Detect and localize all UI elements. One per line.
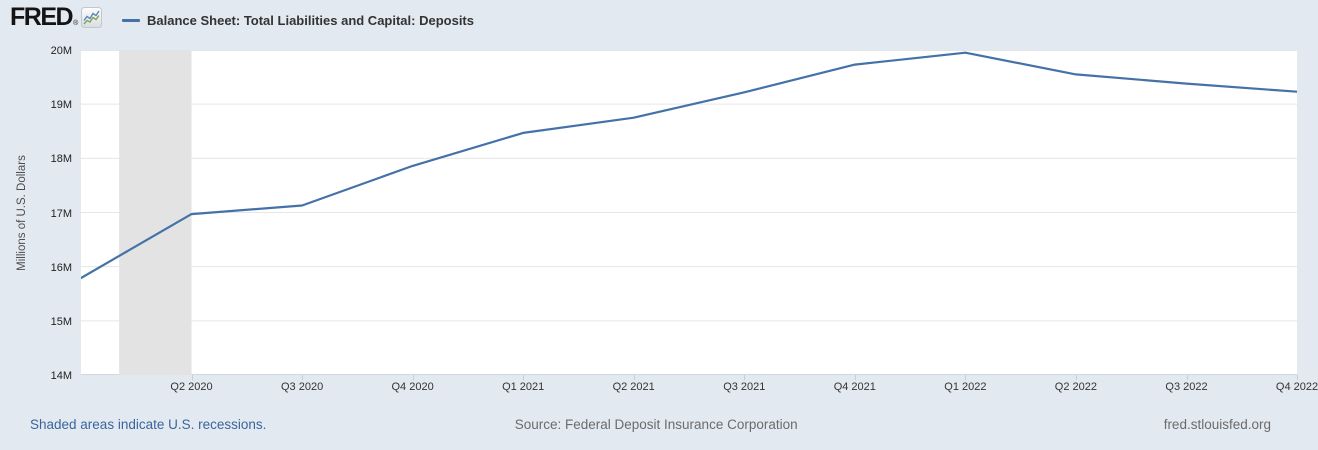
- fred-sparkline-icon: [81, 7, 103, 28]
- y-axis-tick-label: 15M: [50, 315, 72, 328]
- x-axis-tick-label: Q3 2022: [1165, 381, 1208, 393]
- x-axis-tick-mark: [854, 375, 856, 380]
- header: FRED ® Balance Sheet: Total Liabilities …: [0, 0, 1318, 40]
- x-axis-tick-label: Q4 2021: [833, 381, 876, 393]
- x-axis-tick-label: Q2 2022: [1054, 381, 1097, 393]
- x-axis-tick-mark: [744, 375, 746, 380]
- y-axis-tick-label: 19M: [50, 99, 72, 112]
- recessions-note-link[interactable]: Shaded areas indicate U.S. recessions.: [30, 417, 267, 432]
- y-axis-tick-label: 14M: [50, 370, 72, 382]
- line-chart-svg: [81, 50, 1297, 375]
- fred-logo-text[interactable]: FRED: [10, 3, 74, 31]
- y-axis-title: Millions of U.S. Dollars: [16, 155, 28, 271]
- legend: Balance Sheet: Total Liabilities and Cap…: [122, 0, 474, 40]
- x-axis-tick-mark: [633, 375, 635, 380]
- x-axis-tick-mark: [1075, 375, 1077, 380]
- y-axis-tick-label: 18M: [50, 153, 72, 166]
- x-axis-tick-mark: [302, 375, 304, 380]
- fred-site-link[interactable]: fred.stlouisfed.org: [1163, 417, 1271, 432]
- chart-plot-area[interactable]: [81, 50, 1297, 375]
- fred-logo[interactable]: FRED ®: [10, 3, 103, 31]
- x-axis-tick-label: Q3 2021: [723, 381, 766, 393]
- x-axis-tick-label: Q1 2022: [944, 381, 987, 393]
- x-axis-tick-label: Q2 2021: [612, 381, 655, 393]
- x-axis-tick-mark: [412, 375, 414, 380]
- x-axis-tick-mark: [1297, 375, 1298, 380]
- y-axis-tick-label: 16M: [50, 261, 72, 274]
- x-axis-tick-mark: [523, 375, 525, 380]
- x-axis-tick-label: Q1 2021: [502, 381, 545, 393]
- x-axis-tick-mark: [191, 375, 193, 380]
- y-axis-tick-label: 17M: [50, 207, 72, 220]
- series-title: Balance Sheet: Total Liabilities and Cap…: [147, 12, 474, 28]
- footer: Shaded areas indicate U.S. recessions. S…: [0, 417, 1318, 437]
- x-axis-tick-label: Q4 2020: [391, 381, 434, 393]
- legend-line-swatch: [122, 18, 140, 22]
- registered-trademark: ®: [73, 20, 79, 27]
- y-axis-tick-label: 20M: [50, 45, 72, 57]
- x-axis-tick-label: Q2 2020: [170, 381, 213, 393]
- recession-shading-band: [119, 50, 192, 375]
- x-axis-tick-mark: [965, 375, 967, 380]
- x-axis-tick-label: Q4 2022: [1275, 381, 1318, 393]
- source-text: Source: Federal Deposit Insurance Corpor…: [514, 417, 798, 432]
- data-series-line[interactable]: [81, 51, 1297, 280]
- x-axis-tick-mark: [1186, 375, 1188, 380]
- x-axis-tick-label: Q3 2020: [280, 381, 324, 393]
